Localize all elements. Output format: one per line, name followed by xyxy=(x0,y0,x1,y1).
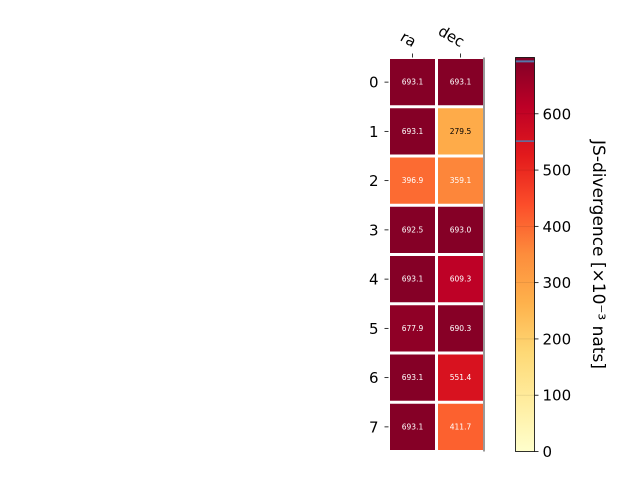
heatmap-cell xyxy=(438,157,483,204)
cell-value-label: 677.9 xyxy=(402,324,424,333)
cell-value-label: 693.1 xyxy=(450,78,472,87)
column-label: dec xyxy=(435,22,467,51)
row-label: 4 xyxy=(369,271,379,289)
heatmap-cell xyxy=(438,256,483,303)
colorbar-tick-label: 200 xyxy=(543,330,572,348)
cell-value-label: 692.5 xyxy=(402,225,424,234)
row-label: 6 xyxy=(369,369,379,387)
cell-value-label: 609.3 xyxy=(450,275,472,284)
heatmap-cell xyxy=(390,256,435,303)
cell-value-label: 693.1 xyxy=(402,127,424,136)
cell-value-label: 359.1 xyxy=(450,176,472,185)
cell-value-label: 690.3 xyxy=(450,324,472,333)
colorbar-tick-label: 300 xyxy=(543,274,572,292)
heatmap-cell xyxy=(438,206,483,253)
heatmap-cell xyxy=(438,305,483,352)
cell-value-label: 693.1 xyxy=(402,373,424,382)
heatmap-cell xyxy=(390,108,435,155)
cell-value-label: 396.9 xyxy=(402,176,424,185)
heatmap-cell xyxy=(390,206,435,253)
colorbar-tick-label: 0 xyxy=(543,443,553,461)
heatmap-cell xyxy=(390,403,435,450)
colorbar-tick-label: 600 xyxy=(543,105,572,123)
colorbar-label: JS-divergence [×10⁻³ nats] xyxy=(588,139,608,369)
row-label: 3 xyxy=(369,221,379,239)
heatmap-cell xyxy=(390,354,435,401)
heatmap-cell xyxy=(390,59,435,106)
cell-value-label: 693.1 xyxy=(402,275,424,284)
cell-value-label: 693.1 xyxy=(402,78,424,87)
heatmap-cell xyxy=(390,305,435,352)
heatmap-cell xyxy=(438,354,483,401)
cell-value-label: 279.5 xyxy=(450,127,472,136)
cell-value-label: 411.7 xyxy=(450,422,472,431)
heatmap-cell xyxy=(438,108,483,155)
cell-value-label: 693.1 xyxy=(402,422,424,431)
colorbar-frame xyxy=(515,57,535,452)
colorbar-tick-label: 100 xyxy=(543,387,572,405)
colorbar-tick-label: 500 xyxy=(543,162,572,180)
cell-value-label: 551.4 xyxy=(450,373,472,382)
heatmap-cell xyxy=(438,59,483,106)
heatmap-cell xyxy=(438,403,483,450)
row-label: 2 xyxy=(369,172,379,190)
cell-value-label: 693.0 xyxy=(450,225,472,234)
row-label: 7 xyxy=(369,418,379,436)
heatmap-cell xyxy=(390,157,435,204)
colorbar-gradient xyxy=(515,57,535,452)
row-label: 5 xyxy=(369,320,379,338)
column-label: ra xyxy=(397,28,419,51)
colorbar-tick-label: 400 xyxy=(543,218,572,236)
row-label: 0 xyxy=(369,74,379,92)
row-label: 1 xyxy=(369,123,379,141)
